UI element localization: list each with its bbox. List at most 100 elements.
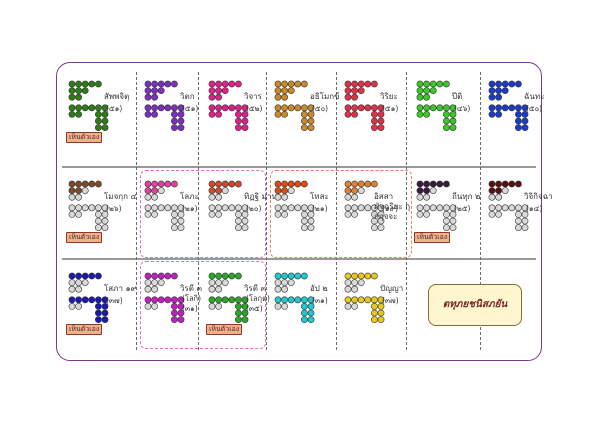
cetasika-dot xyxy=(164,296,172,304)
cetasika-dot xyxy=(429,87,437,94)
cetasika-dot xyxy=(488,193,496,201)
cetasika-count: (๕๑) xyxy=(106,104,123,113)
cetasika-dot xyxy=(164,104,172,112)
cetasika-dot xyxy=(208,87,216,94)
cetasika-label: วิตก xyxy=(180,92,195,101)
cetasika-cell-r1c1: สัพพจิตฺ (๕๑) เห็นตัวเอง xyxy=(64,70,129,156)
cetasika-dot xyxy=(357,80,365,88)
cetasika-dot xyxy=(75,279,82,286)
cetasika-dot xyxy=(429,204,437,212)
cetasika-dot xyxy=(301,180,308,188)
cetasika-dot xyxy=(151,285,158,293)
cetasika-dot xyxy=(88,80,96,88)
cetasika-dot xyxy=(144,180,152,188)
cetasika-dot xyxy=(357,87,365,94)
cetasika-dot xyxy=(281,296,288,304)
cetasika-dot xyxy=(101,309,109,317)
cetasika-dot xyxy=(228,104,236,112)
cetasika-dot xyxy=(371,124,378,131)
cetasika-dot xyxy=(144,211,152,218)
cetasika-count: (๓๑) xyxy=(312,296,328,305)
cetasika-dot xyxy=(88,180,96,188)
cetasika-sublabel: (โลกิ) xyxy=(182,294,202,303)
cetasika-dot xyxy=(301,296,308,304)
cetasika-dot xyxy=(81,87,89,94)
cetasika-cell-r1c4: อธิโมกข์ (๕๐) xyxy=(270,70,340,156)
cetasika-dot xyxy=(221,296,229,304)
group-box-virati xyxy=(140,261,266,349)
cetasika-dot xyxy=(377,296,385,304)
cetasika-dot xyxy=(151,272,158,280)
cetasika-dot xyxy=(171,204,178,212)
cetasika-dot xyxy=(287,272,295,280)
cetasika-dot xyxy=(371,180,378,188)
cetasika-dot xyxy=(144,303,152,310)
cetasika-dot xyxy=(344,279,352,286)
cetasika-dot xyxy=(68,272,76,280)
cetasika-dot xyxy=(301,117,308,125)
cetasika-label: อธิโมกข์ xyxy=(310,92,340,101)
cetasika-dot xyxy=(81,296,89,304)
cetasika-dot xyxy=(351,193,358,201)
cetasika-dot xyxy=(307,217,315,225)
cetasika-dot xyxy=(364,104,372,112)
cetasika-dot xyxy=(151,80,158,88)
cetasika-dot xyxy=(371,104,378,112)
cetasika-dot xyxy=(144,187,152,194)
cetasika-dot xyxy=(144,111,152,118)
cetasika-dot xyxy=(241,224,249,231)
cetasika-cell-r1c5: วิริยะ (๕๑) xyxy=(340,70,404,156)
cetasika-dot xyxy=(177,104,185,112)
cetasika-dot xyxy=(235,303,242,310)
cetasika-dot xyxy=(429,104,437,112)
cetasika-dot xyxy=(75,193,82,201)
cetasika-dot xyxy=(488,93,496,101)
cetasika-dot xyxy=(429,187,437,194)
cetasika-dot xyxy=(101,111,109,118)
cetasika-dot xyxy=(423,104,430,112)
cetasika-dot xyxy=(95,111,102,118)
cetasika-dot xyxy=(274,80,282,88)
cetasika-dot xyxy=(364,180,372,188)
cetasika-dot xyxy=(171,111,178,118)
cetasika-count: (๒๖) xyxy=(106,204,122,213)
cetasika-dot xyxy=(521,104,529,112)
cetasika-dot xyxy=(81,204,89,212)
cetasika-dot xyxy=(68,187,76,194)
cetasika-dot xyxy=(228,204,236,212)
cetasika-dot xyxy=(144,204,152,212)
cetasika-dot xyxy=(307,296,315,304)
cetasika-dot xyxy=(521,204,529,212)
cetasika-dot xyxy=(443,180,450,188)
cetasika-dot xyxy=(351,279,358,286)
cetasika-dot xyxy=(215,279,222,286)
dot-glyph xyxy=(488,180,529,231)
cetasika-dot xyxy=(294,104,302,112)
cetasika-dot xyxy=(351,180,358,188)
cetasika-label: อัป ๒ xyxy=(310,284,328,293)
cetasika-dot xyxy=(301,224,308,231)
cetasika-dot xyxy=(495,93,502,101)
cetasika-dot xyxy=(274,204,282,212)
cetasika-dot xyxy=(208,204,216,212)
cetasika-dot xyxy=(75,211,82,218)
cetasika-dot xyxy=(287,104,295,112)
title-box: ตทุภยชนิสภยัน xyxy=(428,284,522,326)
cetasika-dot xyxy=(208,272,216,280)
cetasika-dot xyxy=(68,279,76,286)
cetasika-label: ปัญญา xyxy=(380,284,404,293)
cetasika-dot xyxy=(351,303,358,310)
cetasika-dot xyxy=(241,111,249,118)
dot-glyph xyxy=(416,180,457,231)
cetasika-dot xyxy=(274,272,282,280)
cetasika-cell-r2c1: โมจกฺก ๔ (๒๖) เห็นตัวเอง xyxy=(64,170,137,256)
cetasika-dot xyxy=(101,217,109,225)
cetasika-dot xyxy=(307,211,315,218)
cetasika-count: (๑๔) xyxy=(526,204,543,213)
cetasika-dot xyxy=(208,187,216,194)
cetasika-dot xyxy=(274,87,282,94)
cetasika-dot xyxy=(495,104,502,112)
cetasika-cell-r3c4: อัป ๒ (๓๑) xyxy=(270,262,334,348)
cetasika-dot xyxy=(144,285,152,293)
cetasika-label: วิริยะ xyxy=(380,92,398,101)
